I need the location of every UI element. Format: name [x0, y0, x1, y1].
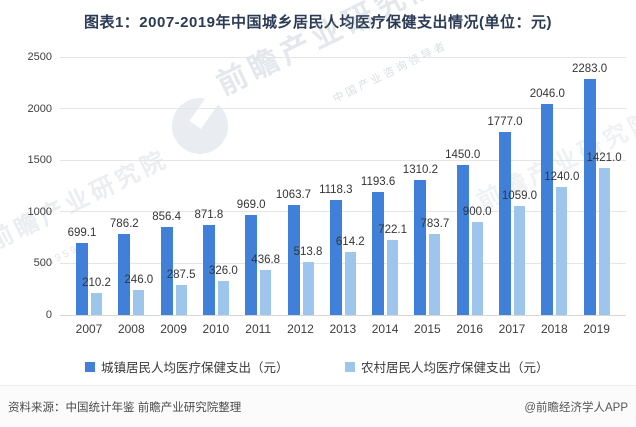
y-tick-label: 2000: [27, 102, 52, 115]
x-axis-label: 2017: [498, 322, 526, 336]
data-label: 1421.0: [586, 152, 622, 165]
bar-rural-2010: [217, 281, 229, 315]
x-axis-label: 2016: [456, 322, 484, 336]
footer-credit-text: @前瞻经济学人APP: [524, 402, 628, 414]
bar-rural-2019: [598, 168, 610, 315]
data-label: 900.0: [462, 206, 492, 219]
x-axis-label: 2013: [329, 322, 357, 336]
bar-rural-2009: [175, 285, 187, 315]
data-label: 436.8: [251, 253, 281, 266]
bar-rural-2018: [556, 187, 568, 315]
footer: 资料来源：中国统计年鉴 前瞻产业研究院整理 @前瞻经济学人APP: [0, 385, 636, 427]
gridline: [60, 211, 626, 213]
x-axis-label: 2011: [245, 322, 272, 336]
bar-urban-2008: [118, 233, 131, 315]
legend-swatch-urban: [85, 362, 95, 372]
data-label: 513.8: [293, 245, 323, 258]
data-label: 2046.0: [529, 87, 565, 100]
x-axis-label: 2007: [75, 322, 103, 336]
data-label: 786.2: [109, 217, 139, 230]
bar-urban-2016: [456, 165, 469, 315]
chart-title: 图表1：2007-2019年中国城乡居民人均医疗保健支出情况(单位：元): [83, 14, 553, 31]
x-axis-label: 2018: [540, 322, 568, 336]
y-tick-label: 0: [45, 309, 52, 321]
data-label: 1240.0: [544, 171, 580, 184]
data-label: 1310.2: [402, 163, 438, 176]
data-label: 1118.3: [319, 183, 353, 196]
x-axis-label: 2019: [583, 322, 610, 336]
data-label: 783.7: [420, 218, 450, 231]
bar-urban-2013: [329, 199, 342, 315]
data-label: 210.2: [82, 277, 111, 290]
y-tick-label: 1000: [27, 205, 52, 218]
data-label: 2283.0: [572, 63, 608, 76]
x-axis-label: 2010: [202, 322, 230, 336]
bar-urban-2007: [76, 242, 88, 315]
legend: 城镇居民人均医疗保健支出（元） 农村居民人均医疗保健支出（元）: [0, 357, 636, 375]
data-label: 326.0: [209, 265, 238, 278]
gridline: [60, 56, 626, 58]
data-label: 287.5: [166, 269, 196, 282]
data-label: 1193.6: [360, 175, 396, 188]
gridline: [60, 262, 626, 264]
bar-urban-2015: [414, 179, 427, 315]
legend-swatch-rural: [345, 362, 355, 372]
legend-label-urban: 城镇居民人均医疗保健支出（元）: [101, 361, 289, 375]
data-label: 1450.0: [445, 149, 481, 162]
y-tick-label: 2500: [27, 51, 52, 63]
data-label: 856.4: [152, 210, 181, 223]
x-axis-label: 2014: [371, 322, 399, 336]
bar-urban-2010: [202, 225, 215, 315]
x-axis-label: 2009: [160, 322, 187, 336]
plot-area: 0 500 1000 1500 2000 2500 2007 2008 2009 2010 2011…: [28, 51, 626, 336]
gridline: [60, 108, 626, 110]
legend-item-urban: 城镇居民人均医疗保健支出（元）: [85, 357, 289, 376]
data-label: 1777.0: [487, 115, 523, 128]
bar-rural-2016: [471, 222, 483, 315]
data-label: 969.0: [236, 199, 266, 211]
bar-rural-2008: [133, 289, 145, 315]
data-label: 246.0: [124, 273, 154, 286]
footer-source-text: 资料来源：中国统计年鉴 前瞻产业研究院整理: [8, 402, 242, 414]
bar-urban-2018: [541, 103, 554, 315]
bar-rural-2007: [91, 293, 102, 315]
data-label: 722.1: [378, 224, 407, 237]
bar-urban-2009: [160, 226, 173, 315]
x-axis-label: 2015: [414, 322, 441, 336]
data-label: 871.8: [194, 209, 224, 222]
bar-rural-2015: [429, 234, 441, 315]
bar-rural-2013: [344, 251, 356, 315]
data-label: 1063.7: [275, 189, 312, 202]
data-label: 614.2: [335, 235, 365, 248]
gridline: [60, 314, 626, 316]
bar-urban-2012: [287, 205, 300, 315]
bar-rural-2012: [302, 261, 314, 315]
y-tick-label: 1500: [27, 154, 52, 167]
legend-item-rural: 农村居民人均医疗保健支出（元）: [345, 357, 549, 376]
bar-rural-2014: [387, 240, 399, 315]
legend-label-rural: 农村居民人均医疗保健支出（元）: [361, 361, 549, 375]
bar-urban-2011: [245, 215, 258, 315]
bar-rural-2011: [260, 269, 272, 315]
gridline: [60, 159, 626, 161]
data-label: 1059.0: [501, 189, 538, 202]
bar-urban-2019: [583, 79, 596, 315]
y-tick-label: 500: [33, 257, 52, 270]
bar-rural-2017: [514, 205, 525, 315]
x-axis-label: 2012: [287, 322, 314, 336]
bar-urban-2017: [499, 131, 511, 315]
x-axis-label: 2008: [117, 322, 145, 336]
data-label: 699.1: [67, 226, 97, 239]
bar-urban-2014: [372, 191, 385, 315]
